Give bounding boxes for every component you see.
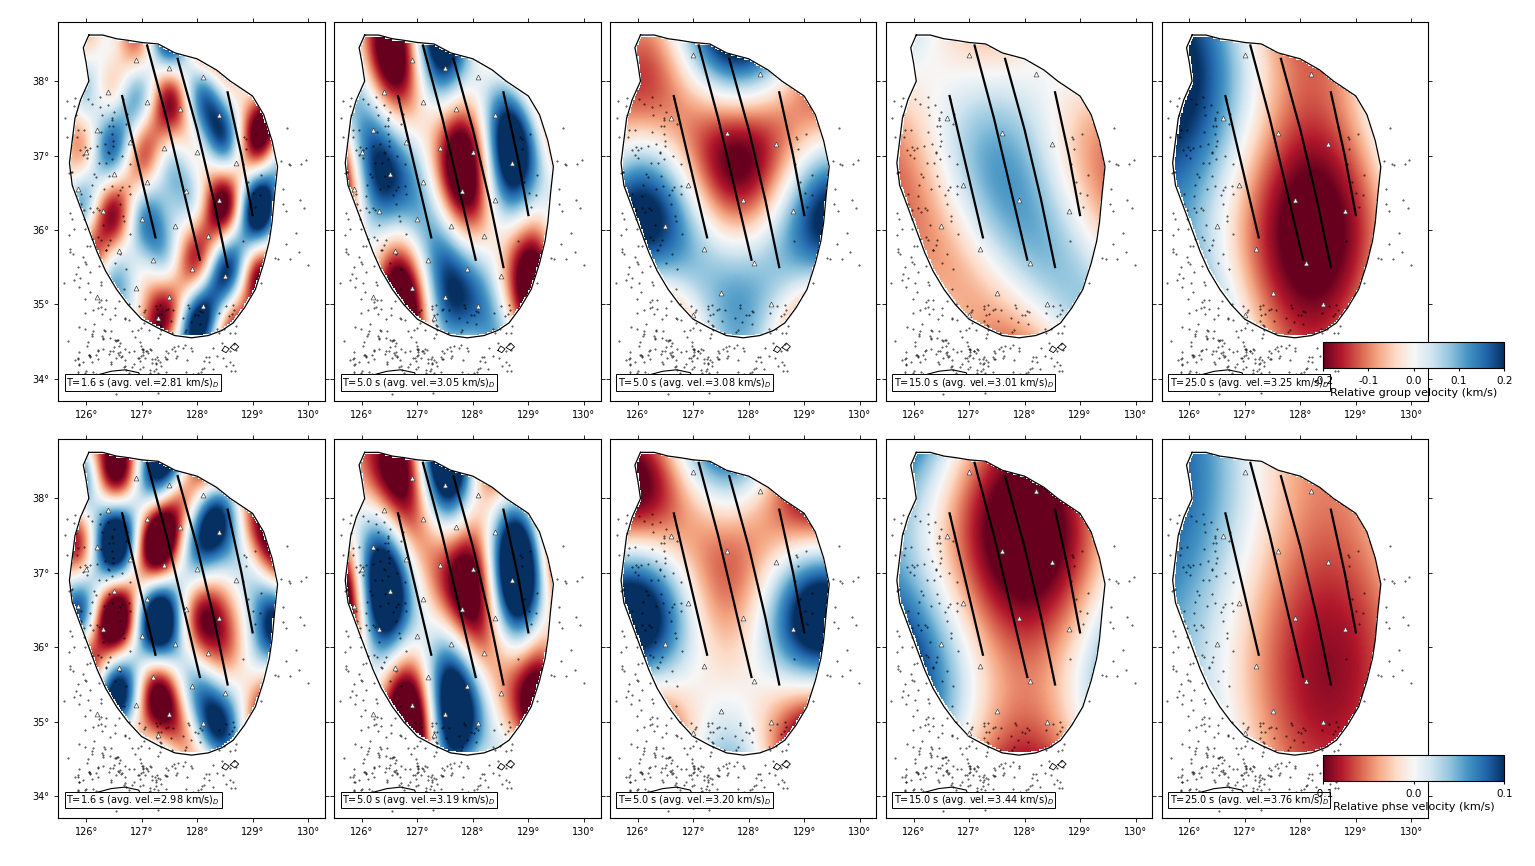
Text: T=1.6 s (avg. vel.=2.98 km/s)$_D$: T=1.6 s (avg. vel.=2.98 km/s)$_D$	[66, 793, 220, 807]
Text: T=15.0 s (avg. vel.=3.01 km/s)$_D$: T=15.0 s (avg. vel.=3.01 km/s)$_D$	[893, 376, 1053, 390]
X-axis label: Relative group velocity (km/s): Relative group velocity (km/s)	[1331, 389, 1497, 398]
Text: T=5.0 s (avg. vel.=3.08 km/s)$_D$: T=5.0 s (avg. vel.=3.08 km/s)$_D$	[619, 376, 772, 390]
Text: T=5.0 s (avg. vel.=3.19 km/s)$_D$: T=5.0 s (avg. vel.=3.19 km/s)$_D$	[342, 793, 496, 807]
X-axis label: Relative phse velocity (km/s): Relative phse velocity (km/s)	[1332, 802, 1495, 811]
Text: T=25.0 s (avg. vel.=3.25 km/s)$_D$: T=25.0 s (avg. vel.=3.25 km/s)$_D$	[1170, 376, 1329, 390]
Text: T=1.6 s (avg. vel.=2.81 km/s)$_D$: T=1.6 s (avg. vel.=2.81 km/s)$_D$	[66, 376, 220, 390]
Text: T=5.0 s (avg. vel.=3.20 km/s)$_D$: T=5.0 s (avg. vel.=3.20 km/s)$_D$	[619, 793, 771, 807]
Text: T=5.0 s (avg. vel.=3.05 km/s)$_D$: T=5.0 s (avg. vel.=3.05 km/s)$_D$	[342, 376, 496, 390]
Text: T=15.0 s (avg. vel.=3.44 km/s)$_D$: T=15.0 s (avg. vel.=3.44 km/s)$_D$	[893, 793, 1053, 807]
Text: T=25.0 s (avg. vel.=3.76 km/s)$_D$: T=25.0 s (avg. vel.=3.76 km/s)$_D$	[1170, 793, 1329, 807]
